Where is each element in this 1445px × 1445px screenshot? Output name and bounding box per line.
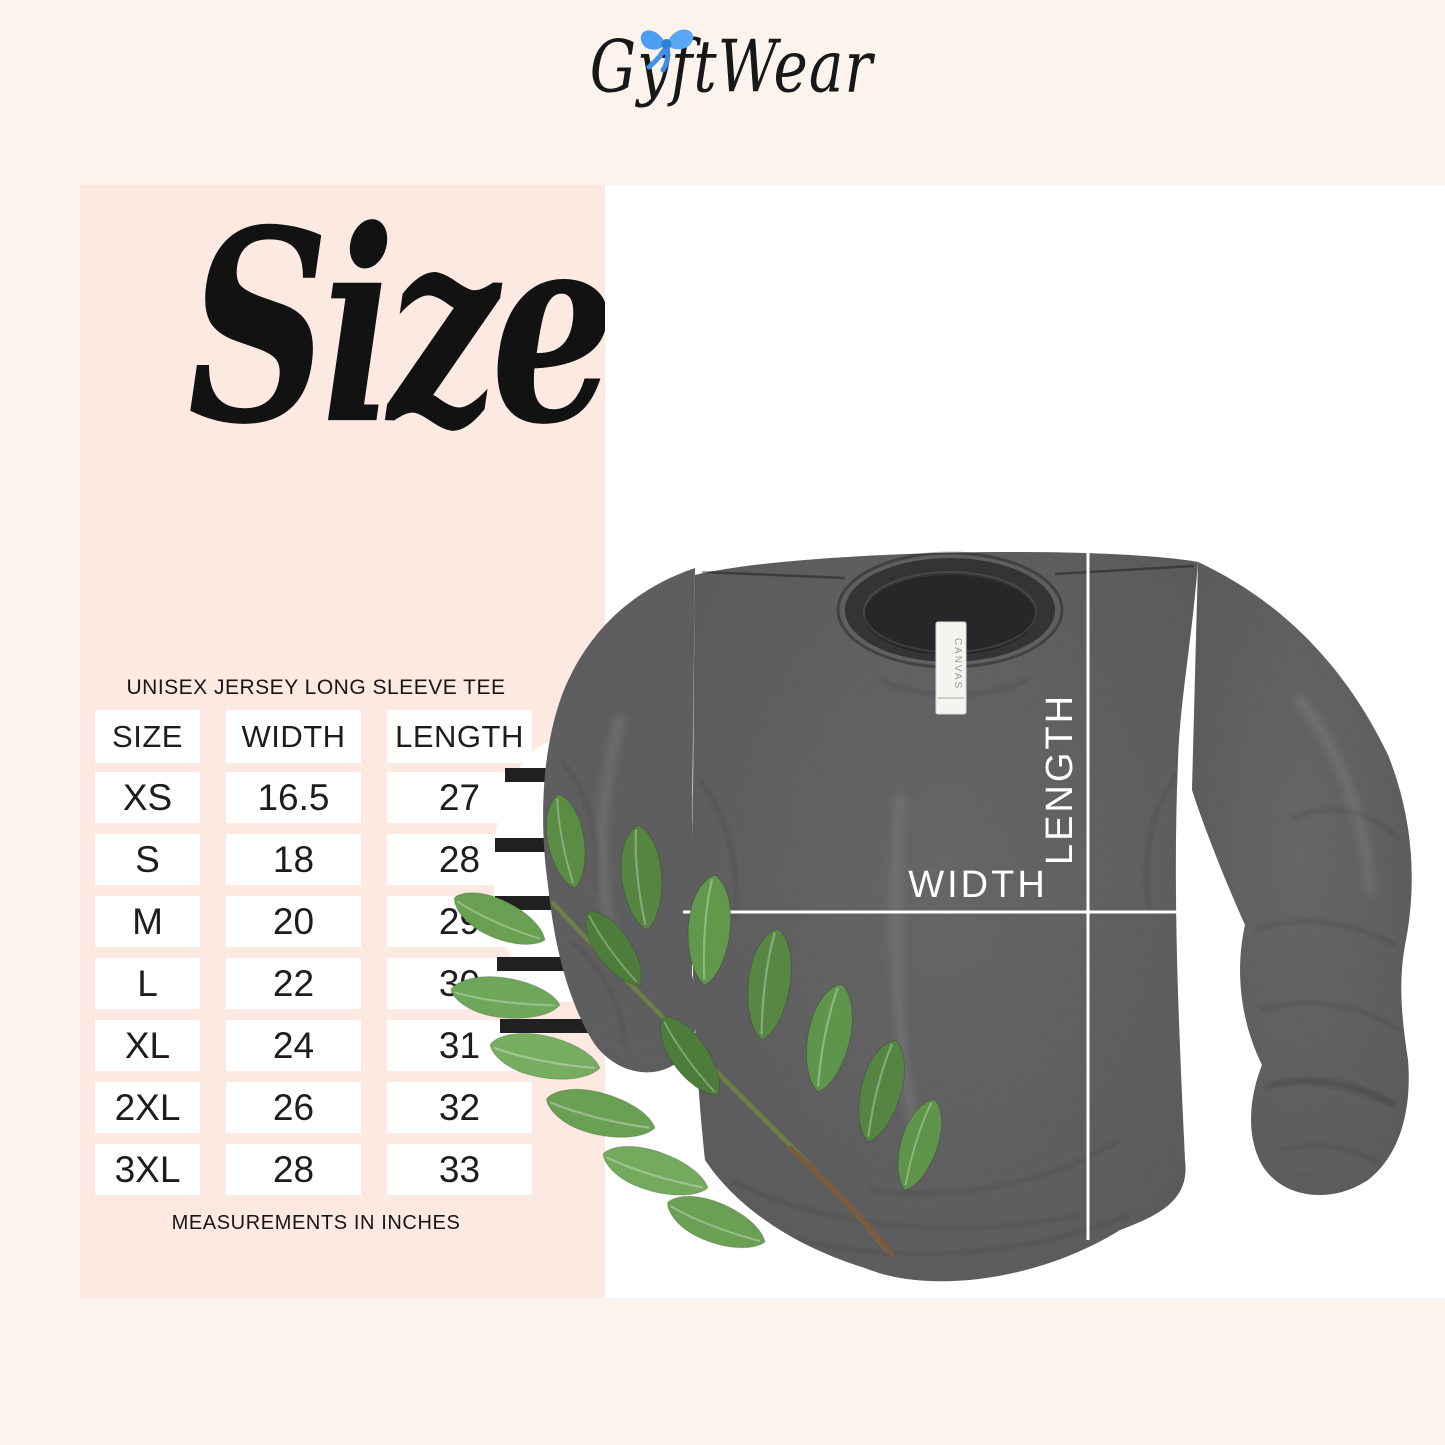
- table-cell-width: 28: [226, 1144, 361, 1195]
- crew-neck-collar: CANVAS: [701, 551, 1195, 715]
- column-header-width: WIDTH: [226, 710, 361, 763]
- table-cell-size: L: [95, 958, 200, 1009]
- table-cell-size: 3XL: [95, 1144, 200, 1195]
- product-photo: CANVAS WIDTH LENGTH: [445, 185, 1445, 1298]
- length-label: LENGTH: [1039, 693, 1081, 865]
- width-label: WIDTH: [908, 864, 1048, 906]
- gift-bow-icon: [640, 29, 694, 73]
- collar-tag-text: CANVAS: [952, 638, 963, 690]
- table-cell-width: 16.5: [226, 772, 361, 823]
- size-table: SIZE WIDTH LENGTH XS 16.5 27 S 18 28 M 2…: [95, 710, 532, 1195]
- table-cell-size: S: [95, 834, 200, 885]
- table-cell-size: 2XL: [95, 1082, 200, 1133]
- table-cell-width: 20: [226, 896, 361, 947]
- product-name-label: UNISEX JERSEY LONG SLEEVE TEE: [126, 676, 506, 699]
- column-header-length: LENGTH: [387, 710, 532, 763]
- table-cell-length: 33: [387, 1144, 532, 1195]
- collar-brand-tag: CANVAS: [935, 621, 967, 715]
- table-cell-size: M: [95, 896, 200, 947]
- measurement-overlay: WIDTH LENGTH: [683, 545, 1212, 1240]
- table-cell-width: 24: [226, 1020, 361, 1071]
- long-sleeve-tee: CANVAS: [543, 551, 1412, 1282]
- table-cell-width: 18: [226, 834, 361, 885]
- table-cell-width: 26: [226, 1082, 361, 1133]
- table-cell-size: XS: [95, 772, 200, 823]
- column-header-size: SIZE: [95, 710, 200, 763]
- brand-logo: GyftWear: [0, 30, 1445, 160]
- table-cell-width: 22: [226, 958, 361, 1009]
- brand-logo-text: GyftWear: [589, 23, 874, 109]
- table-cell-length: 32: [387, 1082, 532, 1133]
- units-footnote: MEASUREMENTS IN INCHES: [171, 1212, 461, 1234]
- table-cell-size: XL: [95, 1020, 200, 1071]
- leaf-branch-decoration: [445, 790, 952, 1263]
